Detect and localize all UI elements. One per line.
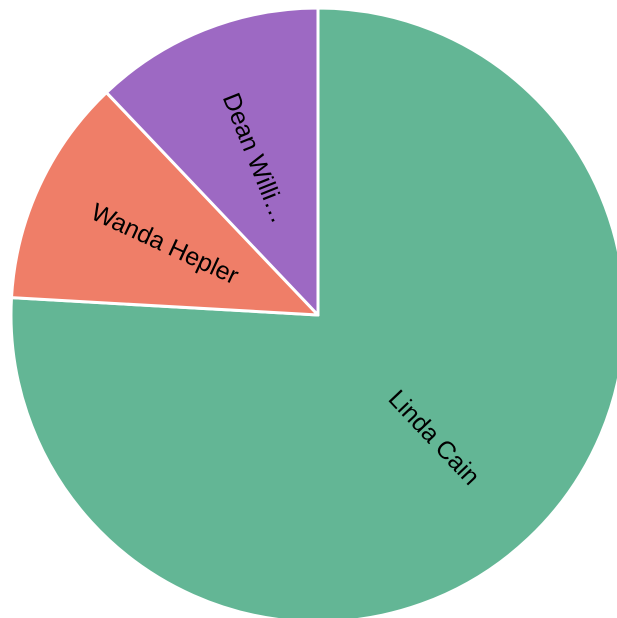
pie-slice-wanda-hepler [9, 91, 320, 317]
pie-slice-dean-willi [104, 6, 320, 317]
pie-slice-linda-cain [9, 6, 617, 618]
pie-slices [9, 6, 617, 618]
